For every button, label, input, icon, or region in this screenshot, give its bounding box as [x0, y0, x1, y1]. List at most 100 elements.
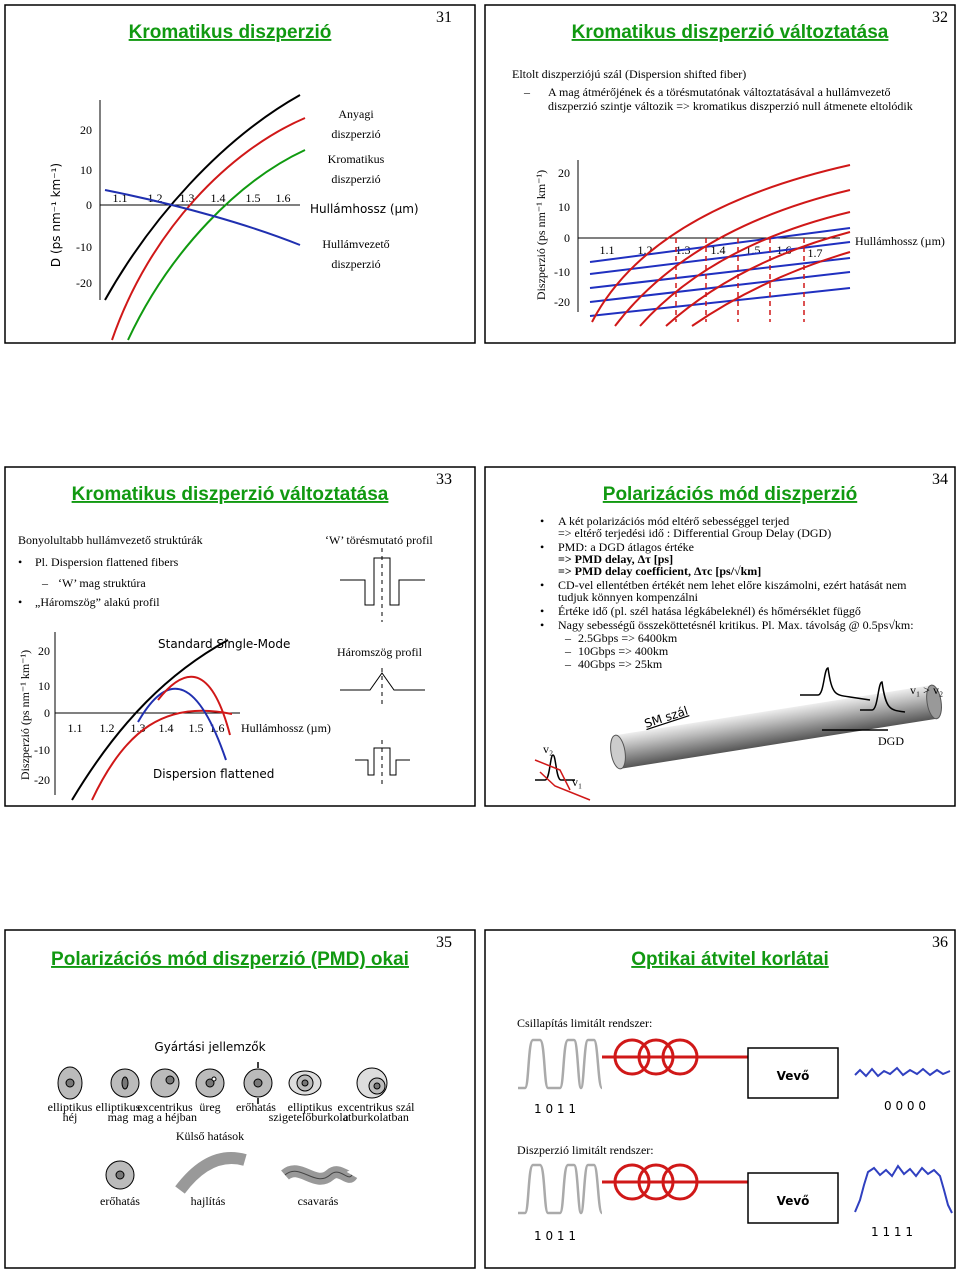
sub-item: 2.5Gbps => 6400km	[578, 631, 678, 645]
x-tick-label: 1.5	[246, 191, 261, 205]
y-tick-label: 0	[86, 198, 92, 212]
group: Anyagi diszperzió Kromatikus diszperzió …	[322, 107, 389, 271]
input-bits: 1 0 1 1	[534, 1229, 576, 1243]
y-tick-label: 10	[558, 200, 570, 214]
curve	[71, 639, 229, 801]
dash: –	[41, 576, 49, 590]
y-tick-label: 10	[80, 163, 92, 177]
profile	[355, 747, 410, 776]
item-label: szigetelőburkolat	[269, 1110, 352, 1124]
bullet-line: Értéke idő (pl. szél hatása légkábelekné…	[558, 604, 861, 618]
bullet: •	[540, 618, 544, 632]
dash: –	[564, 631, 572, 645]
group: 20 10 0 -10 -20	[34, 644, 50, 787]
receiver-box	[747, 1172, 839, 1224]
twist-line	[284, 1170, 353, 1180]
curve-label: Hullámvezető	[322, 237, 389, 251]
item-label: excentrikus	[137, 1100, 193, 1114]
curve	[665, 231, 851, 327]
icon	[121, 1076, 129, 1090]
slide-frame	[4, 466, 476, 807]
group: 20 10 0 -10 -20	[554, 166, 570, 309]
fiber	[610, 684, 942, 770]
output-signal	[854, 1164, 953, 1214]
slide-32: 32 Kromatikus diszperzió változtatása El…	[484, 4, 956, 344]
y-tick-label: -20	[554, 295, 570, 309]
output-pulses	[800, 667, 906, 731]
coil	[661, 1038, 699, 1076]
curve	[589, 227, 851, 263]
item-label: mag	[108, 1110, 129, 1124]
pulse	[535, 754, 575, 781]
twisted-fiber	[281, 1165, 358, 1185]
curve	[111, 117, 306, 341]
item-label: hajlítás	[191, 1194, 226, 1208]
coil	[661, 1163, 699, 1201]
curve	[591, 164, 851, 323]
curve	[157, 675, 231, 736]
input-signal	[518, 1163, 604, 1215]
slide-title: Polarizációs mód diszperzió (PMD) okai	[51, 949, 409, 970]
bullet-line: => PMD delay, Δτ [ps]	[558, 552, 673, 566]
bullet-line: tudjuk könnyen kompenzálni	[558, 590, 699, 604]
fiber-coil	[613, 1163, 699, 1201]
slide-frame	[484, 466, 956, 807]
curve	[589, 257, 851, 289]
slide-number: 32	[932, 9, 948, 26]
slide-33: 33 Kromatikus diszperzió változtatása Bo…	[4, 466, 476, 807]
fiber-coil	[613, 1038, 699, 1076]
curve-label: diszperzió	[331, 257, 380, 271]
x-tick-label: 1.3	[180, 191, 195, 205]
curve	[691, 251, 851, 327]
profile-label: ‘W’ törésmutató profil	[325, 533, 433, 547]
slide-frame	[484, 929, 956, 1269]
bullet-line: => eltérő terjedési idő : Differential G…	[558, 526, 831, 540]
diagram-label: v₁	[572, 775, 582, 789]
section-label: Gyártási jellemzők	[154, 1040, 265, 1054]
manufacturing-icons	[57, 1066, 388, 1100]
zero-shift-markers	[675, 238, 805, 322]
curve	[639, 211, 851, 327]
icon	[373, 1082, 381, 1090]
x-axis-label: Hullámhossz (µm)	[241, 721, 331, 735]
group: 20 10 0 -10 -20	[76, 123, 92, 290]
x-tick-label: 1.5	[189, 721, 204, 735]
curve	[589, 241, 851, 275]
dash: –	[523, 85, 531, 99]
slide-frame	[484, 4, 956, 344]
item-label: excentrikus szál	[338, 1100, 416, 1114]
coil	[637, 1163, 675, 1201]
bullet: •	[18, 555, 22, 569]
diagram-label: v₁ > v₂	[910, 683, 943, 697]
y-tick-label: 20	[558, 166, 570, 180]
bullet-line: diszperzió szintje változik => kromatiku…	[548, 99, 913, 113]
item-label: erőhatás	[236, 1100, 276, 1114]
bullet: •	[540, 604, 544, 618]
slide-number: 35	[436, 934, 452, 951]
curve	[104, 94, 301, 301]
coil	[613, 1163, 651, 1201]
bullet: •	[540, 514, 544, 528]
slide-35: 35 Polarizációs mód diszperzió (PMD) oka…	[4, 929, 476, 1269]
receiver-box	[747, 1047, 839, 1099]
slide-number: 33	[436, 471, 452, 488]
y-tick-label: 20	[80, 123, 92, 137]
curve-label: Standard Single-Mode	[158, 637, 290, 651]
slide-title: Optikai átvitel korlátai	[631, 949, 828, 970]
bullet: •	[540, 540, 544, 554]
curve	[137, 687, 227, 761]
slide-frame	[4, 4, 476, 344]
curve	[589, 287, 851, 317]
bullet: •	[540, 578, 544, 592]
sub-item: 10Gbps => 400km	[578, 644, 669, 658]
curve-label: Dispersion flattened	[153, 767, 274, 781]
intro: Bonyolultabb hullámvezető struktúrák	[18, 533, 203, 547]
output-bits: 0 0 0 0	[884, 1099, 926, 1113]
bent-fiber	[175, 1152, 247, 1194]
bullet-line: PMD: a DGD átlagos értéke	[558, 540, 694, 554]
slide-34: 34 Polarizációs mód diszperzió • A két p…	[484, 466, 956, 807]
sub-bullet: ‘W’ mag struktúra	[58, 576, 146, 590]
curve	[127, 149, 306, 341]
